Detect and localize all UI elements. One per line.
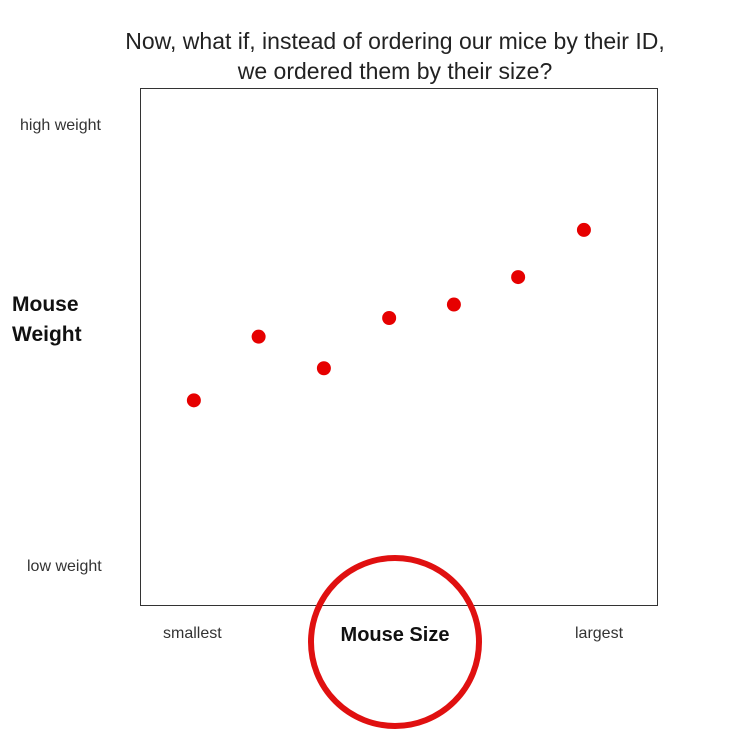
y-tick-low-weight: low weight bbox=[27, 558, 102, 575]
x-tick-largest: largest bbox=[575, 625, 624, 642]
y-axis-label: Mouse Weight bbox=[12, 290, 122, 350]
scatter-point-4 bbox=[382, 310, 397, 325]
scatter-point-1 bbox=[186, 393, 201, 408]
scatter-point-2 bbox=[251, 329, 266, 344]
title-line-1: Now, what if, instead of ordering our mi… bbox=[125, 28, 665, 54]
y-axis-label-line-1: Mouse bbox=[12, 293, 79, 316]
chart-title: Now, what if, instead of ordering our mi… bbox=[0, 26, 737, 86]
x-tick-smallest: smallest bbox=[163, 625, 222, 642]
scatter-point-6 bbox=[511, 270, 526, 285]
scatter-point-5 bbox=[446, 297, 461, 312]
scatter-point-3 bbox=[316, 361, 331, 376]
y-axis-label-line-2: Weight bbox=[12, 323, 82, 346]
scatter-point-7 bbox=[576, 222, 591, 237]
x-axis-label: Mouse Size bbox=[340, 624, 450, 646]
scatter-plot bbox=[186, 222, 591, 408]
title-line-2: we ordered them by their size? bbox=[237, 58, 553, 84]
y-tick-high-weight: high weight bbox=[20, 117, 101, 134]
